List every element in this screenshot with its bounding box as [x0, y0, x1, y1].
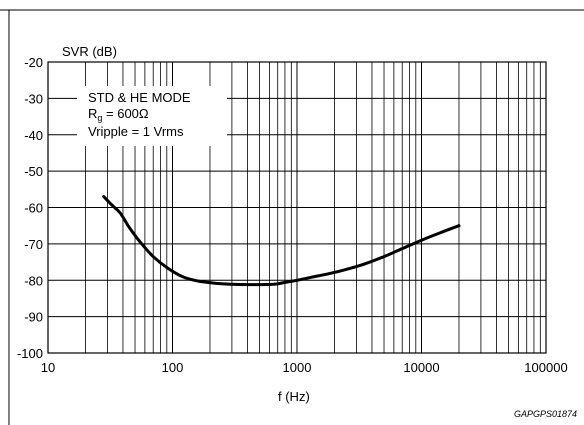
x-axis-title: f (Hz) — [278, 389, 310, 404]
y-tick-label: -70 — [24, 237, 43, 252]
x-tick-label: 1000 — [283, 360, 312, 375]
y-tick-label: -20 — [24, 55, 43, 70]
y-tick-label: -40 — [24, 128, 43, 143]
figure-code: GAPGPS01874 — [514, 409, 577, 419]
annotation-line-3: Vripple = 1 Vrms — [88, 124, 184, 139]
annotation-line-2-main: R — [88, 106, 97, 121]
y-tick-label: -30 — [24, 91, 43, 106]
y-tick-label: -90 — [24, 310, 43, 325]
annotation-line-2-sub: g — [97, 113, 102, 123]
x-tick-label: 10000 — [403, 360, 439, 375]
x-tick-label: 100 — [162, 360, 184, 375]
y-tick-label: -60 — [24, 201, 43, 216]
curve-layer — [102, 195, 461, 287]
y-axis-title: SVR (dB) — [62, 44, 117, 59]
x-tick-label: 10 — [41, 360, 55, 375]
annotation-line-1: STD & HE MODE — [88, 90, 191, 105]
y-tick-label: -50 — [24, 164, 43, 179]
y-tick-label: -100 — [17, 346, 43, 361]
y-tick-label: -80 — [24, 273, 43, 288]
annotation-line-2-rest: = 600Ω — [102, 106, 149, 121]
series-line — [102, 195, 461, 287]
x-tick-label: 100000 — [524, 360, 567, 375]
annotation-box — [77, 86, 227, 146]
plot-border — [47, 61, 547, 354]
annotation-line-2: Rg = 600Ω — [88, 106, 149, 123]
